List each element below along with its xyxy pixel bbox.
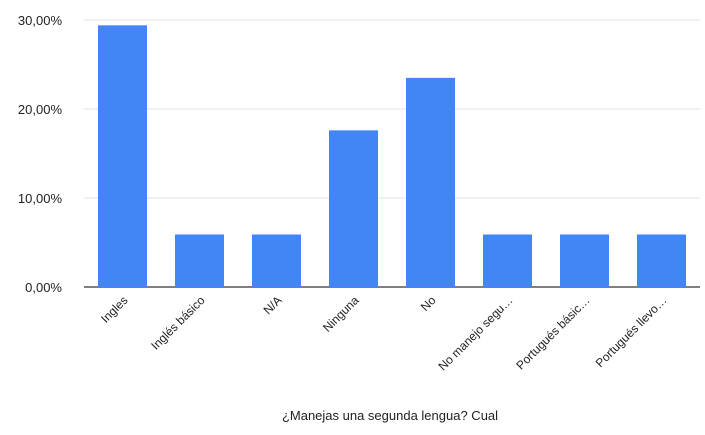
bar[interactable]	[252, 234, 301, 287]
x-tick-label: Inglés básico	[148, 293, 208, 353]
bar[interactable]	[406, 77, 455, 287]
y-tick-label: 30,00%	[18, 13, 63, 28]
bar[interactable]	[329, 130, 378, 287]
y-tick-label: 0,00%	[25, 280, 62, 295]
x-tick-label: Ingles	[98, 293, 131, 326]
bars	[98, 25, 686, 288]
x-tick-label: Portugués básic…	[513, 293, 592, 372]
bar[interactable]	[560, 234, 609, 287]
x-tick-label: No manejo segu…	[435, 293, 515, 373]
x-tick-label: Ninguna	[320, 293, 362, 335]
bar[interactable]	[175, 234, 224, 287]
bar[interactable]	[637, 234, 686, 287]
x-tick-label: Portugués llevo…	[593, 293, 670, 370]
y-tick-label: 10,00%	[18, 191, 63, 206]
x-tick-label: No	[418, 293, 439, 314]
bar[interactable]	[98, 25, 147, 288]
y-tick-labels: 0,00% 10,00% 20,00% 30,00%	[18, 13, 63, 295]
bar[interactable]	[483, 234, 532, 287]
y-tick-label: 20,00%	[18, 102, 63, 117]
x-tick-label: N/A	[261, 293, 285, 317]
x-axis-title: ¿Manejas una segunda lengua? Cual	[282, 408, 498, 423]
